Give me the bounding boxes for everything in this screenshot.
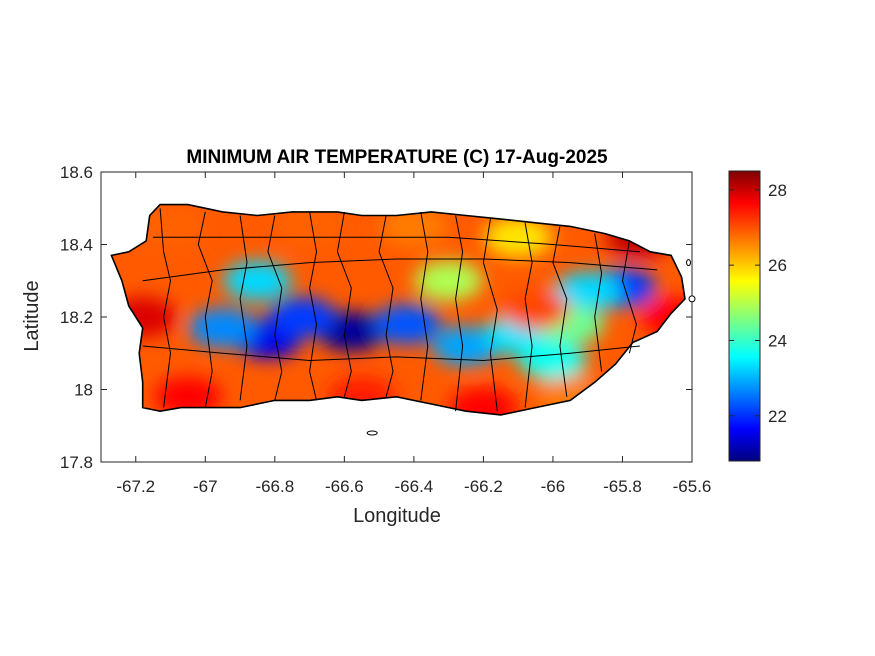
colorbar-tick-label: 28 bbox=[768, 181, 787, 200]
x-tick-label: -67 bbox=[193, 477, 218, 496]
temperature-field-23 bbox=[484, 217, 553, 258]
x-tick-label: -65.8 bbox=[603, 477, 642, 496]
y-tick-label: 17.8 bbox=[60, 453, 93, 472]
municipality-border-1 bbox=[197, 211, 213, 408]
municipality-border-14 bbox=[142, 258, 658, 282]
municipality-border-9 bbox=[482, 219, 498, 412]
municipality-border-5 bbox=[336, 211, 352, 397]
small-island-0 bbox=[366, 430, 378, 436]
temperature-field-10 bbox=[223, 260, 292, 301]
temperature-field-24 bbox=[136, 206, 205, 247]
municipality-border-16 bbox=[153, 236, 640, 253]
colorbar-ticks: 22 24 26 28 bbox=[729, 181, 787, 426]
municipality-border-6 bbox=[378, 215, 394, 397]
municipality-border-13 bbox=[621, 240, 637, 354]
offshore-islands bbox=[366, 259, 696, 436]
temperature-field-9 bbox=[518, 340, 587, 381]
plot-area: -67.2 -67 -66.8 -66.6 -66.4 -66.2 -66 -65.8 -65.… bbox=[60, 163, 711, 496]
municipality-border-7 bbox=[420, 211, 429, 401]
y-tick-label: 18.2 bbox=[60, 308, 93, 327]
x-axis-label: Longitude bbox=[353, 505, 441, 527]
municipality-border-15 bbox=[142, 345, 640, 362]
municipality-border-2 bbox=[239, 215, 248, 401]
x-tick-label: -66.2 bbox=[464, 477, 503, 496]
municipality-border-10 bbox=[524, 222, 533, 408]
x-tick-label: -66 bbox=[541, 477, 566, 496]
y-tick-label: 18 bbox=[74, 381, 93, 400]
colorbar-gradient bbox=[728, 170, 761, 462]
x-tick-label: -65.6 bbox=[673, 477, 712, 496]
x-tick-label: -66.4 bbox=[395, 477, 434, 496]
x-tick-label: -66.8 bbox=[255, 477, 294, 496]
y-tick-label: 18.6 bbox=[60, 163, 93, 182]
municipality-border-3 bbox=[267, 215, 283, 401]
temperature-field-22 bbox=[379, 206, 448, 247]
municipality-border-0 bbox=[159, 208, 172, 408]
small-island-1 bbox=[686, 259, 692, 267]
island-coastline bbox=[110, 203, 686, 416]
municipality-border-4 bbox=[309, 211, 318, 401]
x-tick-label: -66.6 bbox=[325, 477, 364, 496]
temperature-field-7 bbox=[553, 271, 622, 312]
temperature-field-18 bbox=[449, 387, 518, 415]
temperature-field-5 bbox=[432, 326, 501, 366]
temperature-field-3 bbox=[372, 304, 441, 345]
temperature-field-2 bbox=[268, 297, 337, 337]
temperature-field-16 bbox=[153, 376, 222, 415]
chart-title: MINIMUM AIR TEMPERATURE (C) 17-Aug-2025 bbox=[186, 147, 608, 168]
colorbar-tick-label: 26 bbox=[768, 256, 787, 275]
y-tick-label: 18.4 bbox=[60, 236, 93, 255]
municipality-borders bbox=[142, 208, 658, 412]
municipality-border-11 bbox=[552, 226, 568, 397]
y-axis-label: Latitude bbox=[21, 280, 43, 351]
colorbar-tick-label: 22 bbox=[768, 407, 787, 426]
municipality-border-8 bbox=[455, 215, 464, 412]
temperature-field-11 bbox=[414, 260, 483, 301]
temperature-field-13 bbox=[501, 289, 570, 330]
temperature-field-21 bbox=[275, 206, 344, 247]
municipality-border-12 bbox=[594, 233, 603, 372]
y-axis-ticks: 17.8 18 18.2 18.4 18.6 bbox=[60, 163, 692, 472]
colorbar-tick-label: 24 bbox=[768, 331, 787, 350]
small-island-2 bbox=[688, 295, 696, 303]
colorbar: 22 24 26 28 bbox=[728, 170, 787, 462]
x-axis-ticks: -67.2 -67 -66.8 -66.6 -66.4 -66.2 -66 -65.8 -65.… bbox=[116, 172, 711, 496]
x-tick-label: -67.2 bbox=[116, 477, 155, 496]
